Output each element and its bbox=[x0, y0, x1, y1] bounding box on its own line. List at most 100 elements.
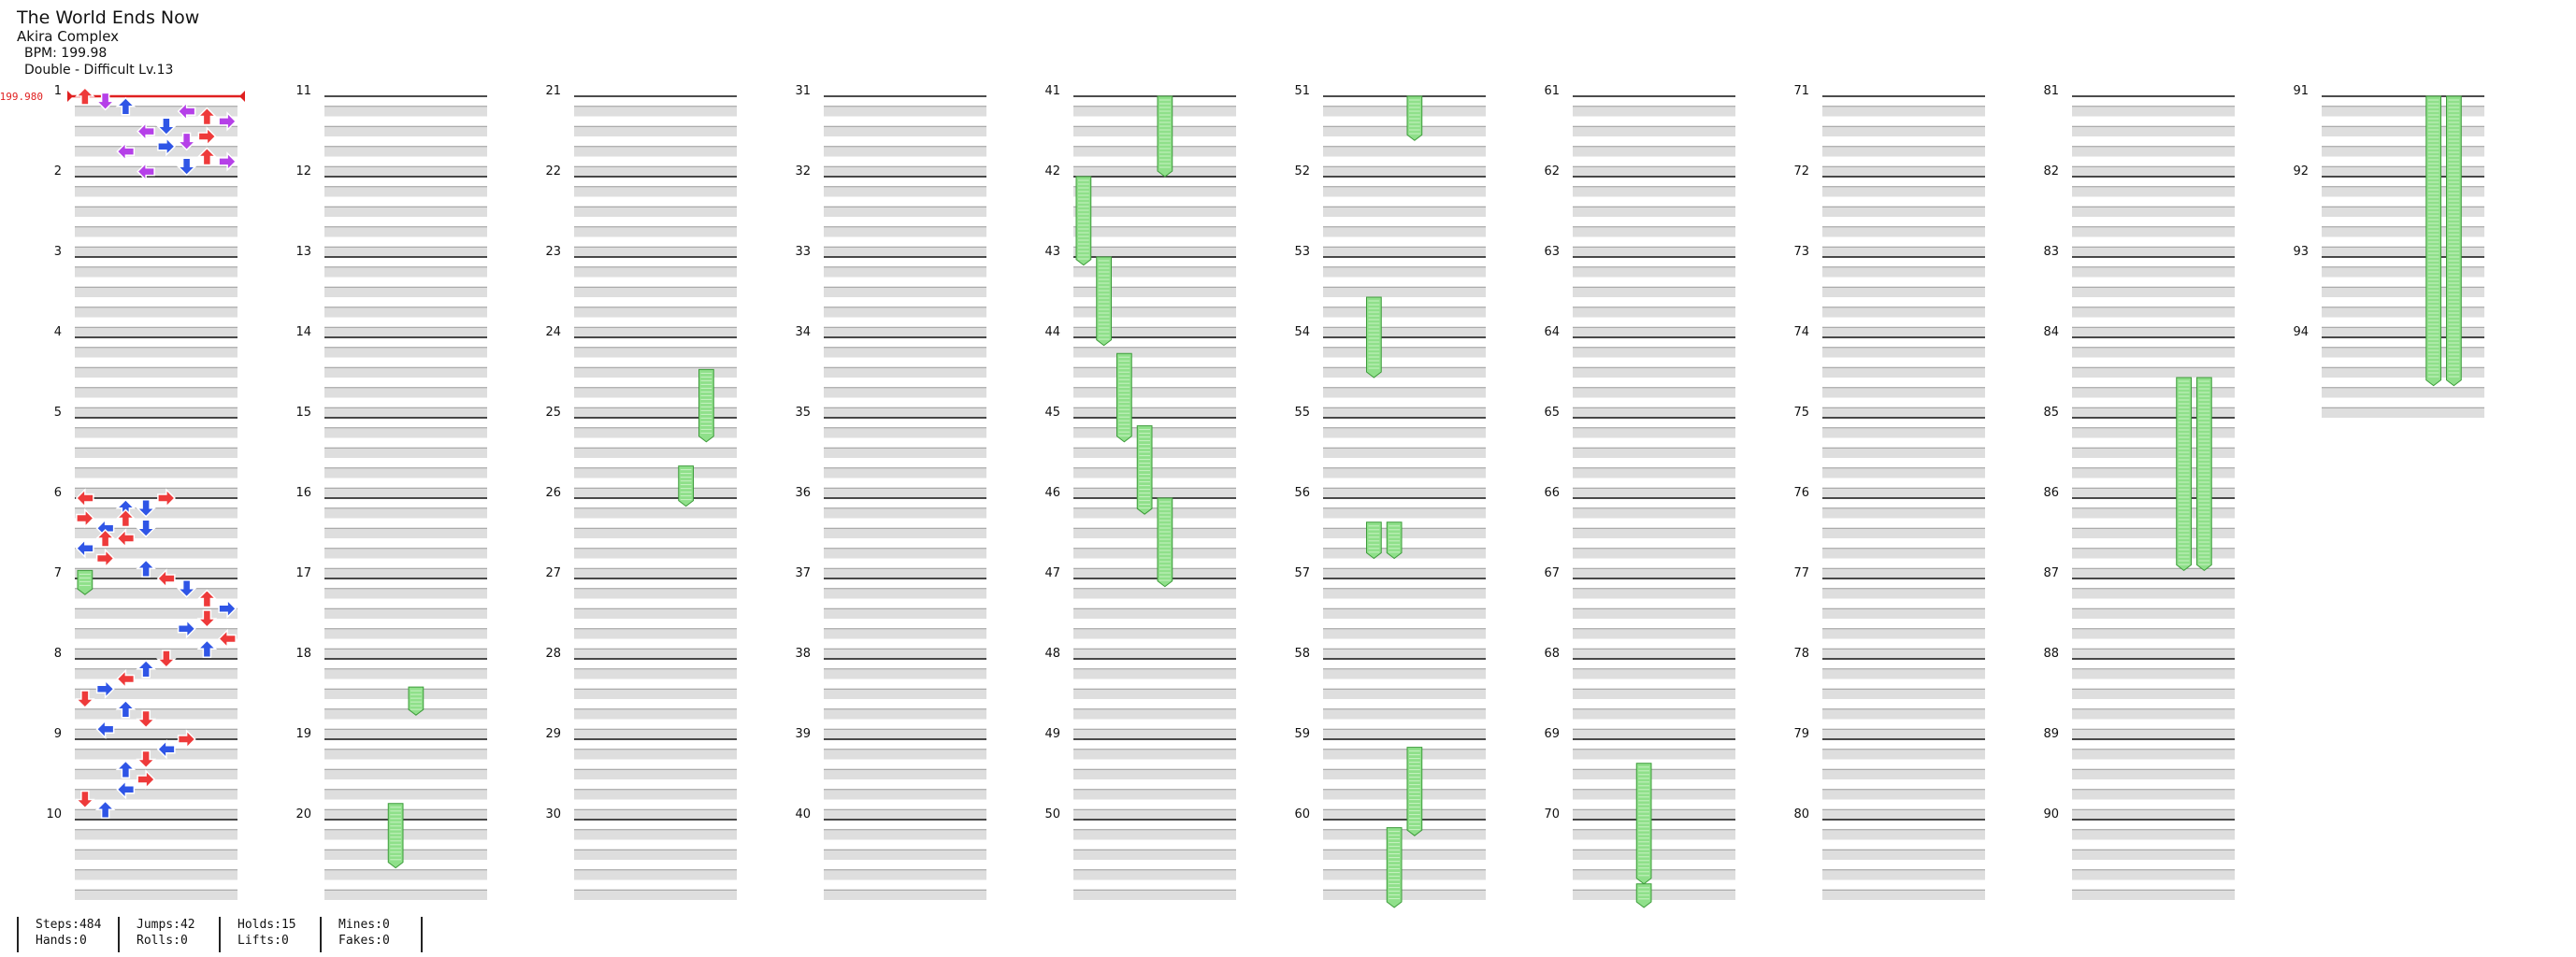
measure-number: 52 bbox=[1294, 164, 1310, 179]
hold-note bbox=[2176, 377, 2192, 572]
measure-71: 71 bbox=[1793, 84, 1985, 177]
arrow-shape bbox=[116, 778, 136, 800]
beat-band bbox=[324, 708, 487, 720]
beat-band bbox=[75, 608, 237, 619]
beat-band bbox=[1573, 287, 1735, 297]
arrow-note bbox=[156, 568, 176, 589]
beat-band bbox=[2322, 367, 2484, 378]
measure-number: 51 bbox=[1294, 84, 1310, 98]
measure-20: 20 bbox=[295, 807, 487, 900]
arrow-shape bbox=[136, 750, 156, 769]
beat-band bbox=[824, 488, 986, 498]
arrow-note bbox=[177, 101, 196, 121]
beat-band bbox=[1073, 146, 1236, 157]
measure-57: 57 bbox=[1294, 566, 1486, 659]
beat-band bbox=[75, 548, 237, 559]
beat-band bbox=[574, 850, 737, 860]
measure-number: 34 bbox=[795, 325, 811, 339]
beat-band bbox=[574, 106, 737, 117]
arrow-note bbox=[95, 719, 115, 740]
measure-number: 70 bbox=[1544, 807, 1560, 821]
bpm-label: BPM: 199.98 bbox=[24, 46, 108, 61]
beat-band bbox=[324, 106, 487, 117]
measure-number: 9 bbox=[54, 727, 62, 741]
step-chart: 1234567891011121314151617181920212223242… bbox=[0, 84, 2484, 908]
beat-band bbox=[1073, 729, 1236, 739]
beat-band bbox=[75, 106, 237, 117]
beat-band bbox=[2072, 528, 2235, 538]
beat-band bbox=[1073, 347, 1236, 358]
beat-band bbox=[2072, 367, 2235, 378]
beat-band bbox=[1573, 327, 1735, 337]
beat-band bbox=[574, 528, 737, 538]
beat-band bbox=[1073, 247, 1236, 257]
arrow-shape bbox=[157, 488, 176, 508]
beat-band bbox=[1573, 146, 1735, 157]
arrow-note bbox=[176, 157, 197, 177]
measure-number: 27 bbox=[545, 566, 561, 580]
beat-band bbox=[1323, 829, 1486, 840]
arrow-note bbox=[196, 609, 218, 629]
measure-number: 62 bbox=[1544, 164, 1560, 179]
beat-band bbox=[75, 287, 237, 297]
measure-29: 29 bbox=[545, 727, 737, 820]
beat-band bbox=[75, 829, 237, 840]
beat-band bbox=[324, 307, 487, 318]
beat-band bbox=[1822, 186, 1985, 197]
beat-band bbox=[75, 186, 237, 197]
hold-note bbox=[1386, 827, 1403, 908]
beat-band bbox=[574, 467, 737, 478]
beat-band bbox=[1073, 327, 1236, 337]
arrow-shape bbox=[218, 111, 237, 132]
beat-band bbox=[75, 729, 237, 739]
beat-band bbox=[824, 850, 986, 860]
beat-band bbox=[2072, 247, 2235, 257]
beat-band bbox=[2072, 789, 2235, 800]
beat-band bbox=[1573, 829, 1735, 840]
beat-band bbox=[2072, 307, 2235, 318]
measure-number: 56 bbox=[1294, 486, 1310, 500]
stats-end-divider bbox=[421, 917, 439, 952]
beat-band bbox=[1822, 226, 1985, 237]
beat-band bbox=[324, 347, 487, 358]
beat-band bbox=[574, 548, 737, 559]
beat-band bbox=[1573, 347, 1735, 358]
stat-cell: Holds:15 Lifts:0 bbox=[219, 917, 301, 952]
beat-band bbox=[1822, 689, 1985, 699]
beat-band bbox=[1323, 869, 1486, 880]
measure-27: 27 bbox=[545, 566, 737, 659]
hold-note bbox=[1157, 95, 1173, 178]
beat-band bbox=[1573, 608, 1735, 619]
beat-band bbox=[1822, 869, 1985, 880]
beat-band bbox=[324, 548, 487, 559]
beat-band bbox=[824, 789, 986, 800]
beat-band bbox=[2072, 809, 2235, 820]
arrow-note bbox=[177, 729, 196, 750]
measure-number: 87 bbox=[2043, 566, 2059, 580]
measure-number: 84 bbox=[2043, 325, 2059, 339]
beat-band bbox=[1573, 367, 1735, 378]
beat-band bbox=[824, 367, 986, 378]
beat-band bbox=[1073, 367, 1236, 378]
beat-band bbox=[824, 226, 986, 237]
arrow-note bbox=[156, 738, 176, 760]
beat-band bbox=[324, 869, 487, 880]
measure-49: 49 bbox=[1044, 727, 1236, 820]
beat-band bbox=[2072, 266, 2235, 278]
beat-band bbox=[1822, 247, 1985, 257]
bpm-right-tick bbox=[239, 91, 245, 102]
beat-band bbox=[75, 387, 237, 398]
measure-8: 8 bbox=[54, 647, 237, 739]
measure-58: 58 bbox=[1294, 647, 1486, 739]
measure-number: 24 bbox=[545, 325, 561, 339]
beat-band bbox=[75, 126, 237, 136]
measure-number: 76 bbox=[1793, 486, 1809, 500]
measure-number: 37 bbox=[795, 566, 811, 580]
beat-band bbox=[1323, 769, 1486, 779]
beat-band bbox=[574, 126, 737, 136]
beat-band bbox=[1323, 708, 1486, 720]
hold-note bbox=[2425, 95, 2441, 387]
beat-band bbox=[824, 166, 986, 177]
beat-band bbox=[1073, 106, 1236, 117]
beat-band bbox=[1323, 146, 1486, 157]
